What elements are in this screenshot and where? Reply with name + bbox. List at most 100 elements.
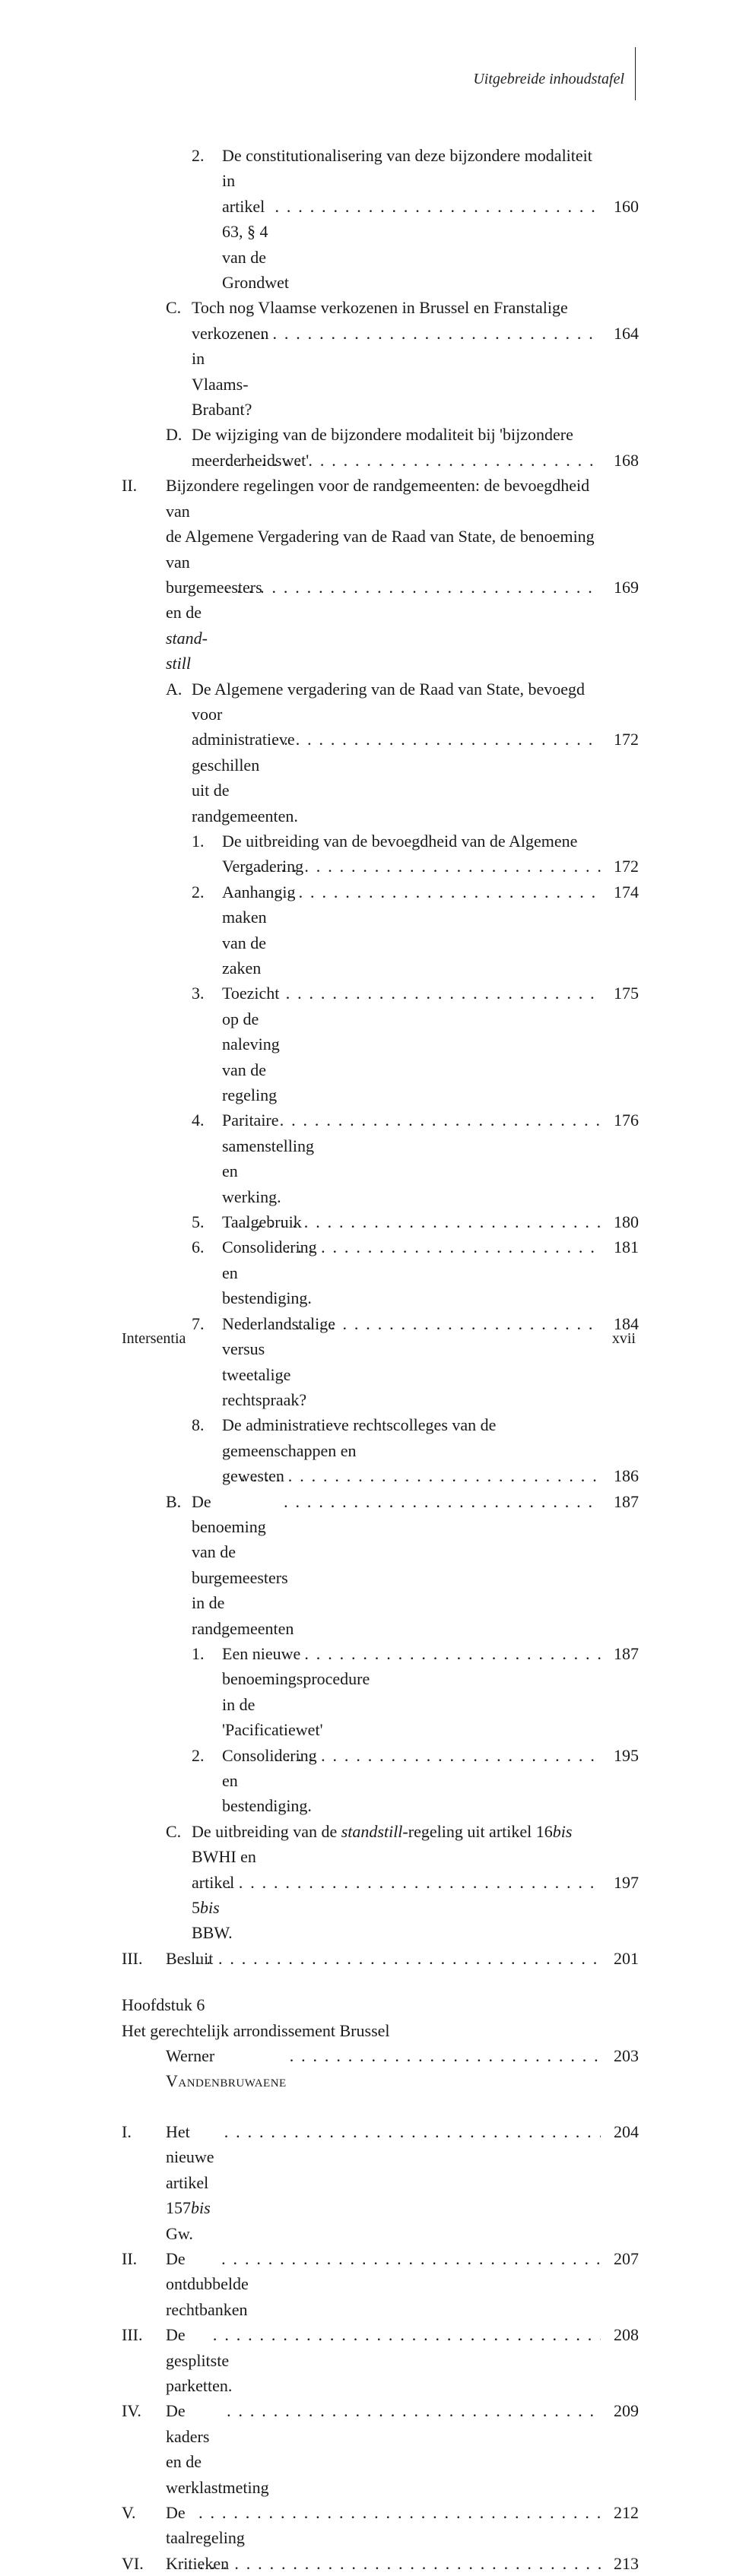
page-number: 209 <box>601 2398 639 2423</box>
page-number: 213 <box>601 2551 639 2576</box>
toc-text: Nederlandstalige versus tweetalige recht… <box>222 1311 293 1413</box>
running-head: Uitgebreide inhoudstafel <box>473 71 636 100</box>
toc-row: III.Besluit 201 <box>122 1946 639 1971</box>
toc-text: Kritieken <box>166 2551 185 2576</box>
page-number: 203 <box>601 2043 639 2068</box>
toc-row: 1.Een nieuwe benoemingsprocedure in de '… <box>122 1641 639 1743</box>
toc-marker: V. <box>122 2500 166 2525</box>
page-number: 187 <box>601 1489 639 1514</box>
toc-row: artikel 5bis BBW.197 <box>122 1870 639 1946</box>
toc-enum: 2. <box>192 1743 222 1768</box>
toc-text: Taalgebruik <box>222 1209 243 1234</box>
page-number: 212 <box>601 2500 639 2525</box>
dot-leaders <box>180 1946 601 1971</box>
toc-row: II.De ontdubbelde rechtbanken 207 <box>122 2246 639 2322</box>
page-number: 201 <box>601 1946 639 1971</box>
page-footer: Intersentia xvii <box>122 1330 636 1348</box>
toc-text: De wijziging van de bijzondere modalitei… <box>192 422 601 447</box>
page: Uitgebreide inhoudstafel 2.De constituti… <box>0 0 730 1421</box>
toc-row: 1.De uitbreiding van de bevoegdheid van … <box>122 829 639 854</box>
dot-leaders <box>218 2246 601 2271</box>
toc-text: de Algemene Vergadering van de Raad van … <box>166 524 601 575</box>
page-number: 204 <box>601 2119 639 2144</box>
toc-enum: 8. <box>192 1412 222 1437</box>
toc-row: 8.De administratieve rechtscolleges van … <box>122 1412 639 1463</box>
toc-text: De gesplitste parketten. <box>166 2322 210 2398</box>
toc-enum: 2. <box>192 879 222 905</box>
dot-leaders <box>224 2398 601 2423</box>
toc-enum: 1. <box>192 829 222 854</box>
toc-text: administratieve geschillen uit de randge… <box>192 727 269 829</box>
toc-text: De Algemene vergadering van de Raad van … <box>192 676 601 727</box>
toc-text: De uitbreiding van de standstill-regelin… <box>192 1819 601 1870</box>
dot-leaders <box>269 727 601 752</box>
page-number: 169 <box>601 575 639 600</box>
toc-row: meerderheidswet'168 <box>122 448 639 473</box>
page-number: 208 <box>601 2322 639 2347</box>
toc-marker: IV. <box>122 2398 166 2423</box>
dot-leaders <box>272 879 601 905</box>
toc-enum: C. <box>166 295 192 320</box>
page-number: 172 <box>601 727 639 752</box>
toc-marker: III. <box>122 2322 166 2347</box>
toc-marker: VI. <box>122 2551 166 2576</box>
toc-text: Consolidering en bestendiging. <box>222 1234 271 1310</box>
page-number: 195 <box>601 1743 639 1768</box>
toc-text: Vergadering <box>222 854 243 879</box>
dot-leaders <box>243 1209 601 1234</box>
dot-leaders <box>195 2500 601 2525</box>
toc-enum: 2. <box>192 143 222 168</box>
toc-text: artikel 63, § 4 van de Grondwet <box>222 194 272 296</box>
toc-row: C.Toch nog Vlaamse verkozenen in Brussel… <box>122 295 639 320</box>
toc-marker: III. <box>122 1946 166 1971</box>
toc-text: Een nieuwe benoemingsprocedure in de 'Pa… <box>222 1641 301 1743</box>
page-number: 197 <box>601 1870 639 1895</box>
toc-marker: I. <box>122 2119 166 2144</box>
folio: xvii <box>612 1330 636 1348</box>
dot-leaders <box>272 194 601 219</box>
chapter-block: Hoofdstuk 6 Het gerechtelijk arrondissem… <box>122 1992 639 2094</box>
dot-leaders <box>277 1107 601 1133</box>
page-number: 175 <box>601 981 639 1006</box>
toc-text: De taalregeling <box>166 2500 195 2551</box>
dot-leaders <box>287 2043 601 2068</box>
chapter-title-row: Het gerechtelijk arrondissement Brussel <box>122 2018 639 2043</box>
page-number: 176 <box>601 1107 639 1133</box>
toc-text: verkozenen in Vlaams-Brabant? <box>192 321 246 423</box>
toc-text: meerderheidswet' <box>192 448 224 473</box>
toc-marker: II. <box>122 2246 166 2271</box>
chapter-author: Werner Vandenbruwaene <box>166 2043 287 2094</box>
toc-row: Vergadering172 <box>122 854 639 879</box>
toc-enum: 6. <box>192 1234 222 1259</box>
dot-leaders <box>185 2551 601 2576</box>
toc-text: De uitbreiding van de bevoegdheid van de… <box>222 829 601 854</box>
toc-text: burgemeesters en de stand-still <box>166 575 222 676</box>
toc-row: I.Het nieuwe artikel 157bis Gw.204 <box>122 2119 639 2246</box>
running-head-text: Uitgebreide inhoudstafel <box>473 71 624 87</box>
dot-leaders <box>221 2119 601 2144</box>
dot-leaders <box>246 321 601 346</box>
dot-leaders <box>243 854 601 879</box>
dot-leaders <box>271 1743 601 1768</box>
dot-leaders <box>281 1489 601 1514</box>
toc-row: 6.Consolidering en bestendiging.181 <box>122 1234 639 1310</box>
toc-row: A.De Algemene vergadering van de Raad va… <box>122 676 639 727</box>
toc-enum: 5. <box>192 1209 222 1234</box>
toc-text: Aanhangig maken van de zaken <box>222 879 272 981</box>
toc-row: artikel 63, § 4 van de Grondwet160 <box>122 194 639 296</box>
page-number: 207 <box>601 2246 639 2271</box>
toc-text: De constitutionalisering van deze bijzon… <box>222 143 601 194</box>
chapter-label-row: Hoofdstuk 6 <box>122 1992 639 2017</box>
dot-leaders <box>224 448 601 473</box>
toc-text: De ontdubbelde rechtbanken <box>166 2246 218 2322</box>
toc-row: gewesten186 <box>122 1463 639 1488</box>
toc-row: D.De wijziging van de bijzondere modalit… <box>122 422 639 447</box>
toc-enum: C. <box>166 1819 192 1844</box>
toc-text: Besluit <box>166 1946 180 1971</box>
toc-row: de Algemene Vergadering van de Raad van … <box>122 524 639 575</box>
toc-enum: 1. <box>192 1641 222 1666</box>
toc-row: verkozenen in Vlaams-Brabant?164 <box>122 321 639 423</box>
toc-text: Consolidering en bestendiging. <box>222 1743 271 1819</box>
toc-row: 2.Aanhangig maken van de zaken174 <box>122 879 639 981</box>
toc-row: C.De uitbreiding van de standstill-regel… <box>122 1819 639 1870</box>
